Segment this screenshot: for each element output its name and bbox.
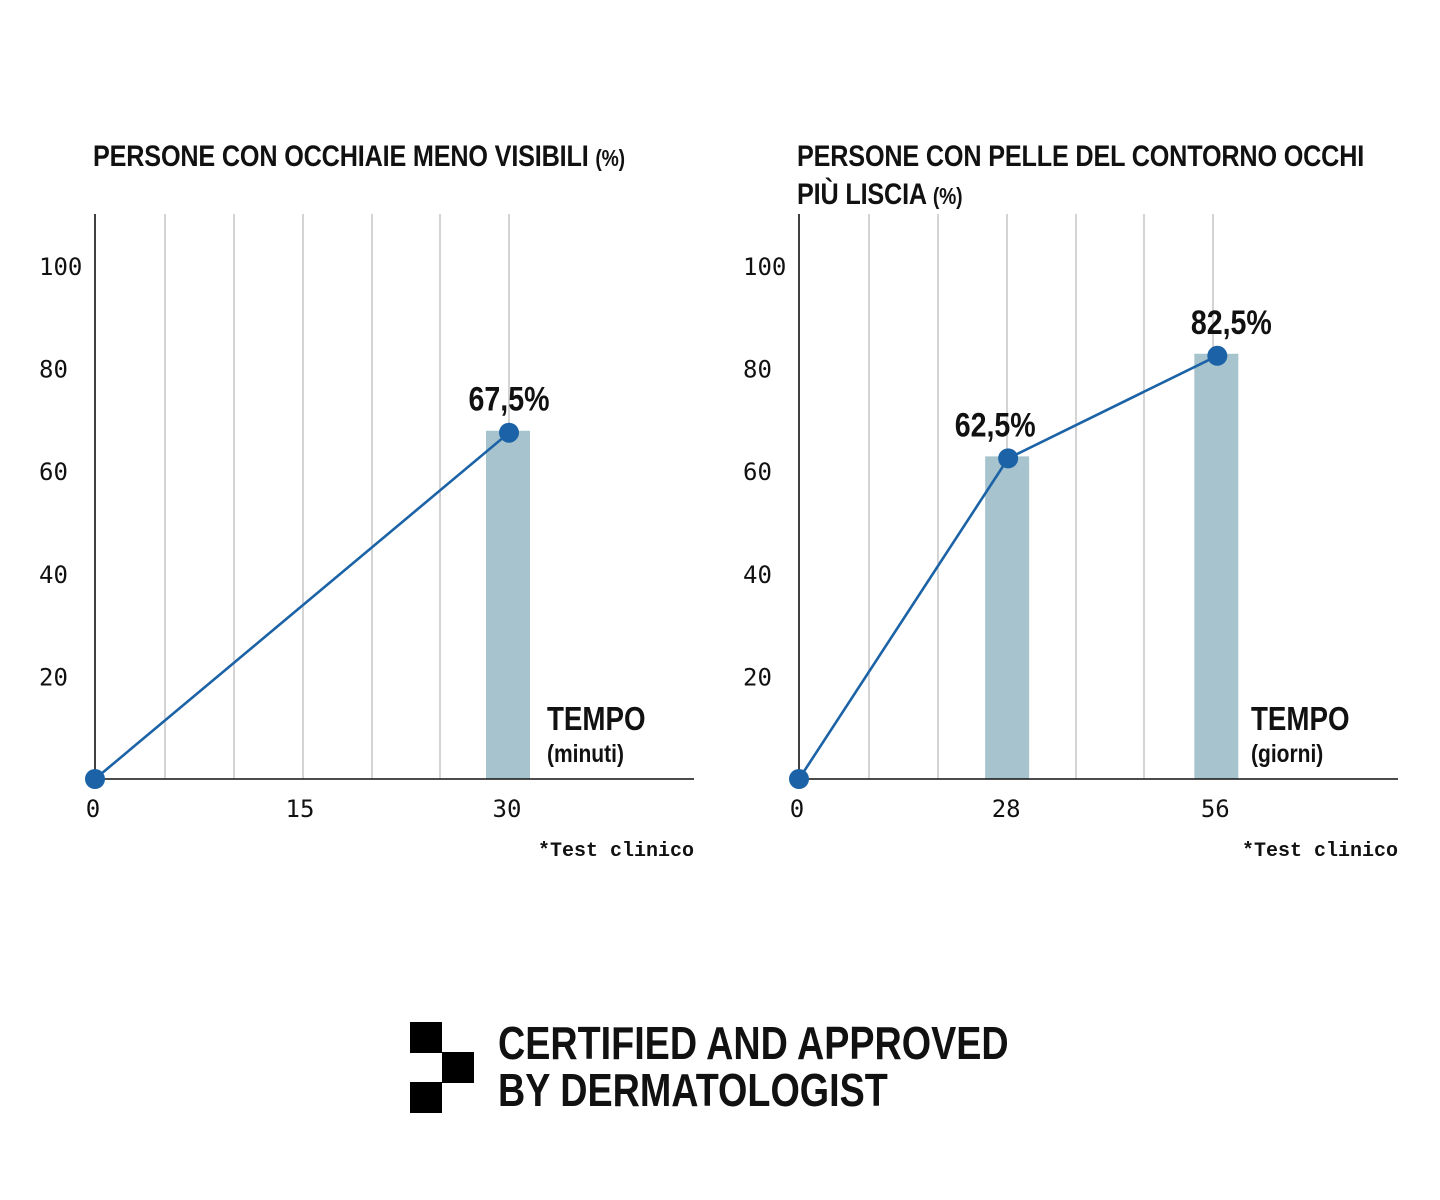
chart-title-unit: (%) <box>595 145 625 171</box>
bar <box>1194 353 1239 779</box>
chart-title-text-line2: PIÙ LISCIA <box>797 178 927 211</box>
y-tick-label: 40 <box>743 561 772 589</box>
data-label: 62,5% <box>955 406 1036 444</box>
data-point <box>499 422 519 443</box>
x-tick-label: 15 <box>286 795 315 823</box>
x-axis-unit: (minuti) <box>547 739 624 767</box>
y-tick-label: 60 <box>39 458 68 486</box>
x-tick-label: 28 <box>992 795 1021 823</box>
x-axis-label: TEMPO <box>547 701 646 738</box>
x-tick-label: 0 <box>86 795 100 823</box>
x-tick-label: 30 <box>493 795 522 823</box>
chart-occhiaie: 20 40 60 80 100 0 15 30 67,5% TEMPO(minuti) *Test … <box>39 214 694 863</box>
x-axis-unit: (giorni) <box>1251 739 1323 767</box>
chart-title-occhiaie: PERSONE CON OCCHIAIE MENO VISIBILI (%) <box>93 138 625 177</box>
x-tick-label: 56 <box>1201 795 1230 823</box>
chart-title-unit: (%) <box>932 183 963 209</box>
y-tick-label: 80 <box>39 356 68 384</box>
y-tick-label: 20 <box>743 663 772 691</box>
y-tick-label: 80 <box>743 356 772 384</box>
chart-title-text: PERSONE CON OCCHIAIE MENO VISIBILI <box>93 140 589 173</box>
y-tick-label: 100 <box>39 253 82 281</box>
bar <box>985 456 1030 779</box>
data-point <box>85 769 105 789</box>
y-tick-label: 40 <box>39 561 68 589</box>
badge-line2: BY DERMATOLOGIST <box>498 1064 888 1116</box>
footnote: *Test clinico <box>538 840 694 863</box>
chart-title-contorno-occhi: PERSONE CON PELLE DEL CONTORNO OCCHI PIÙ … <box>797 138 1364 215</box>
y-tick-label: 100 <box>743 253 786 281</box>
badge-line1: CERTIFIED AND APPROVED <box>498 1017 1009 1069</box>
data-label: 82,5% <box>1191 303 1272 341</box>
x-axis-label: TEMPO <box>1251 701 1350 738</box>
data-label: 67,5% <box>469 380 550 418</box>
data-point <box>789 769 809 789</box>
x-tick-label: 0 <box>790 795 804 823</box>
data-point <box>998 448 1019 469</box>
badge-text: CERTIFIED AND APPROVED BY DERMATOLOGIST <box>498 1020 1072 1114</box>
data-point <box>1207 345 1228 366</box>
bar <box>486 430 530 779</box>
series-line <box>94 431 510 780</box>
checker-logo-icon <box>410 1022 474 1114</box>
y-tick-label: 60 <box>743 458 772 486</box>
chart-contorno-occhi: 20 40 60 80 100 0 28 56 62,5% 82,5% TEMPO(giorni) *… <box>743 214 1398 863</box>
y-tick-label: 20 <box>39 663 68 691</box>
chart-title-text-line1: PERSONE CON PELLE DEL CONTORNO OCCHI <box>797 140 1365 173</box>
footnote: *Test clinico <box>1242 840 1398 863</box>
